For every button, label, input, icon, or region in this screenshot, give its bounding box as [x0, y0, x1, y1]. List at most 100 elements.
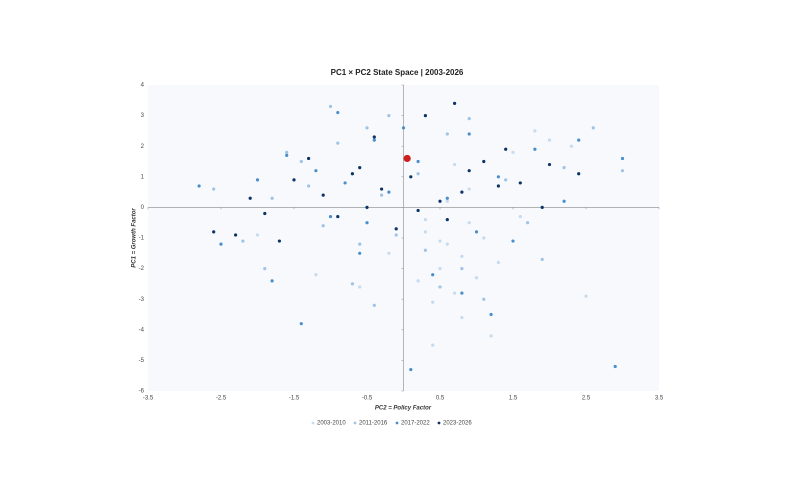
point [314, 273, 318, 277]
point [577, 138, 581, 142]
point [255, 178, 260, 182]
point [416, 208, 420, 213]
point [285, 153, 289, 157]
point [365, 205, 369, 209]
point [496, 175, 500, 179]
point [358, 166, 362, 170]
point [343, 181, 347, 185]
point [540, 257, 544, 262]
point [394, 233, 398, 237]
point [453, 101, 457, 105]
y-axis-title: PC1 = Growth Factor [132, 208, 138, 268]
point [526, 221, 530, 225]
point [518, 181, 522, 185]
point [372, 138, 376, 142]
point [365, 126, 369, 130]
point [387, 251, 391, 255]
point [241, 239, 245, 243]
x-tick-label: -0.5 [362, 396, 373, 402]
x-tick-label: 2.5 [582, 396, 591, 402]
point [577, 172, 581, 176]
point [307, 184, 311, 188]
x-tick-label: -3.5 [143, 396, 154, 402]
point [482, 236, 486, 240]
point [365, 221, 369, 225]
y-tick-label: 3 [141, 113, 145, 119]
x-tick-label: 0.5 [436, 396, 445, 402]
point [438, 199, 442, 203]
point [350, 172, 354, 176]
y-tick-label: -6 [139, 389, 145, 395]
point [423, 114, 427, 118]
legend-marker [395, 421, 399, 425]
point [321, 193, 325, 197]
legend-label: 2017-2022 [401, 421, 430, 427]
point [248, 196, 252, 200]
point [489, 334, 493, 338]
point [380, 187, 384, 191]
point [489, 312, 493, 317]
point [372, 303, 376, 307]
point [460, 267, 464, 271]
point [358, 242, 362, 246]
point [416, 159, 420, 164]
point [219, 242, 223, 246]
point [423, 248, 427, 252]
point [620, 169, 625, 173]
point [394, 227, 398, 231]
point [401, 126, 406, 130]
point [336, 141, 340, 145]
point [409, 367, 413, 372]
point [336, 110, 340, 115]
point [445, 218, 449, 222]
legend-label: 2003-2010 [317, 421, 346, 427]
point [285, 150, 289, 154]
point [562, 199, 566, 203]
y-tick-label: 4 [141, 83, 145, 89]
point [453, 162, 457, 167]
point [328, 104, 333, 109]
y-tick-label: -2 [139, 266, 145, 272]
y-tick-label: -4 [139, 327, 145, 333]
point [504, 178, 508, 182]
point [467, 169, 471, 173]
point [372, 135, 376, 139]
point [314, 169, 318, 173]
point [234, 233, 238, 237]
point [270, 196, 274, 200]
point [591, 126, 595, 130]
point [460, 291, 464, 295]
y-tick-label: 2 [141, 144, 145, 150]
point [328, 214, 333, 219]
point [540, 205, 544, 209]
point [431, 273, 435, 277]
point [263, 211, 267, 216]
point [431, 343, 435, 347]
point [467, 187, 471, 191]
point [387, 114, 391, 118]
point [358, 251, 362, 255]
point [445, 196, 449, 200]
point [453, 291, 457, 295]
point [255, 233, 260, 237]
legend-marker [437, 421, 441, 425]
point [562, 166, 566, 170]
legend-marker [311, 421, 315, 425]
point [518, 214, 522, 219]
x-tick-label: 3.5 [655, 396, 664, 402]
point [431, 300, 435, 304]
point [445, 132, 449, 136]
point [416, 172, 420, 176]
point [445, 242, 449, 246]
y-tick-label: -1 [139, 236, 145, 242]
point [212, 187, 216, 191]
point [474, 276, 479, 280]
point [292, 178, 296, 182]
point [460, 190, 464, 194]
y-tick-label: -3 [139, 297, 145, 303]
point [358, 285, 362, 289]
point [409, 175, 413, 179]
point [474, 230, 479, 234]
point [467, 117, 471, 121]
